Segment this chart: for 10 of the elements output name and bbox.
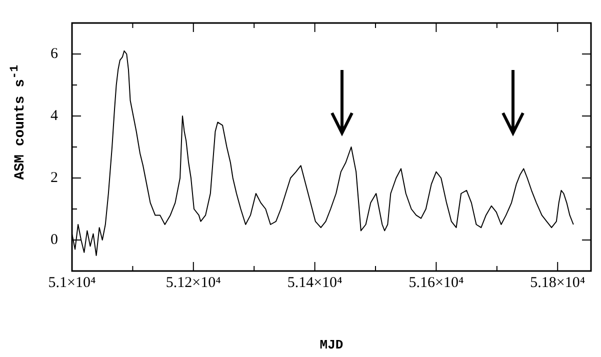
y-tick-label: 4	[50, 108, 58, 124]
x-tick-label: 5.12×10⁴	[166, 274, 221, 291]
y-tick-label: 0	[50, 232, 58, 248]
x-tick-label: 5.16×10⁴	[408, 274, 464, 291]
x-axis-title: MJD	[320, 337, 344, 352]
x-tick-label: 5.18×10⁴	[530, 274, 586, 291]
y-tick-label: 2	[50, 170, 58, 186]
x-tick-label: 5.1×10⁴	[48, 274, 96, 291]
x-tick-label: 5.14×10⁴	[287, 274, 342, 291]
y-tick-label: 6	[50, 46, 58, 62]
